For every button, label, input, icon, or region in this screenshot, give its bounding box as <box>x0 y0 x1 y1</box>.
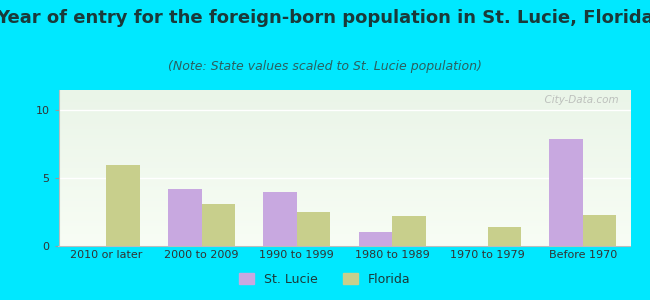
Bar <box>297 212 330 246</box>
Bar <box>583 215 616 246</box>
Bar <box>263 192 297 246</box>
Bar <box>168 189 202 246</box>
Text: (Note: State values scaled to St. Lucie population): (Note: State values scaled to St. Lucie … <box>168 60 482 73</box>
Bar <box>106 165 140 246</box>
Text: Year of entry for the foreign-born population in St. Lucie, Florida: Year of entry for the foreign-born popul… <box>0 9 650 27</box>
Bar <box>359 232 392 246</box>
Bar <box>549 139 583 246</box>
Bar <box>488 227 521 246</box>
Bar <box>392 216 426 246</box>
Bar <box>202 204 235 246</box>
Legend: St. Lucie, Florida: St. Lucie, Florida <box>234 268 416 291</box>
Text: City-Data.com: City-Data.com <box>538 95 619 105</box>
